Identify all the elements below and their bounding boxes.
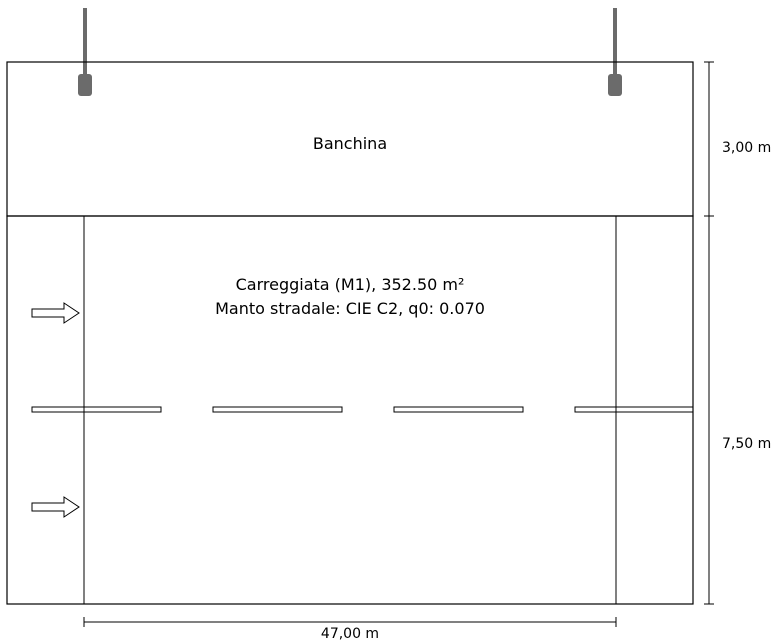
traffic-arrow-icon	[31, 302, 80, 324]
pole-icon	[83, 8, 87, 76]
banchina-label: Banchina	[313, 134, 387, 153]
carreggiata-height-label: 7,50 m	[722, 436, 771, 452]
horizontal-dimension	[83, 617, 617, 627]
luminaire-icon	[78, 74, 92, 96]
pole-left[interactable]	[78, 8, 92, 96]
vertical-dimension	[704, 61, 714, 605]
luminaire-icon	[608, 74, 622, 96]
pole-icon	[613, 8, 617, 76]
lane-marking	[31, 406, 162, 413]
pole-right[interactable]	[608, 8, 622, 96]
lane-marking	[393, 406, 524, 413]
carreggiata-title: Carreggiata (M1), 352.50 m²	[236, 275, 465, 294]
lane-marking	[212, 406, 343, 413]
banchina-height-label: 3,00 m	[722, 140, 771, 156]
lane-marking	[574, 406, 694, 413]
carreggiata-subtitle: Manto stradale: CIE C2, q0: 0.070	[215, 299, 485, 318]
traffic-arrow-icon	[31, 496, 80, 518]
road-width-label: 47,00 m	[321, 626, 379, 642]
